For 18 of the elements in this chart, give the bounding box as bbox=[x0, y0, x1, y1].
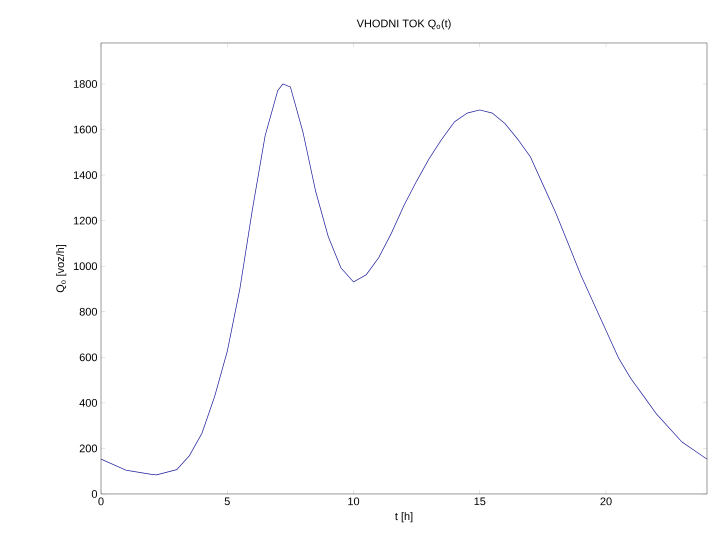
x-tick-label: 5 bbox=[224, 498, 230, 506]
y-tick-label: 1800 bbox=[74, 80, 98, 88]
x-tick-label: 20 bbox=[600, 498, 612, 506]
x-tick-label: 0 bbox=[98, 498, 104, 506]
x-axis-title: t [h] bbox=[395, 512, 412, 522]
x-tick-label: 10 bbox=[348, 498, 360, 506]
y-tick-label: 1000 bbox=[74, 262, 98, 270]
y-tick-label: 600 bbox=[80, 353, 98, 362]
y-tick-label: 800 bbox=[80, 308, 98, 316]
x-tick-label: 15 bbox=[474, 498, 486, 506]
y-tick-label: 1200 bbox=[74, 216, 98, 225]
y-tick-label: 1600 bbox=[74, 126, 98, 134]
y-tick-label: 200 bbox=[80, 444, 98, 452]
y-axis-title: Q$_{o}$ [voz/h] bbox=[56, 244, 66, 292]
chart-title: VHODNI TOK Q$_{o}$(t) bbox=[356, 19, 451, 30]
y-tick-label: 400 bbox=[79, 399, 98, 407]
y-tick-label: 0 bbox=[92, 490, 98, 498]
y-tick-label: 1400 bbox=[74, 171, 98, 179]
